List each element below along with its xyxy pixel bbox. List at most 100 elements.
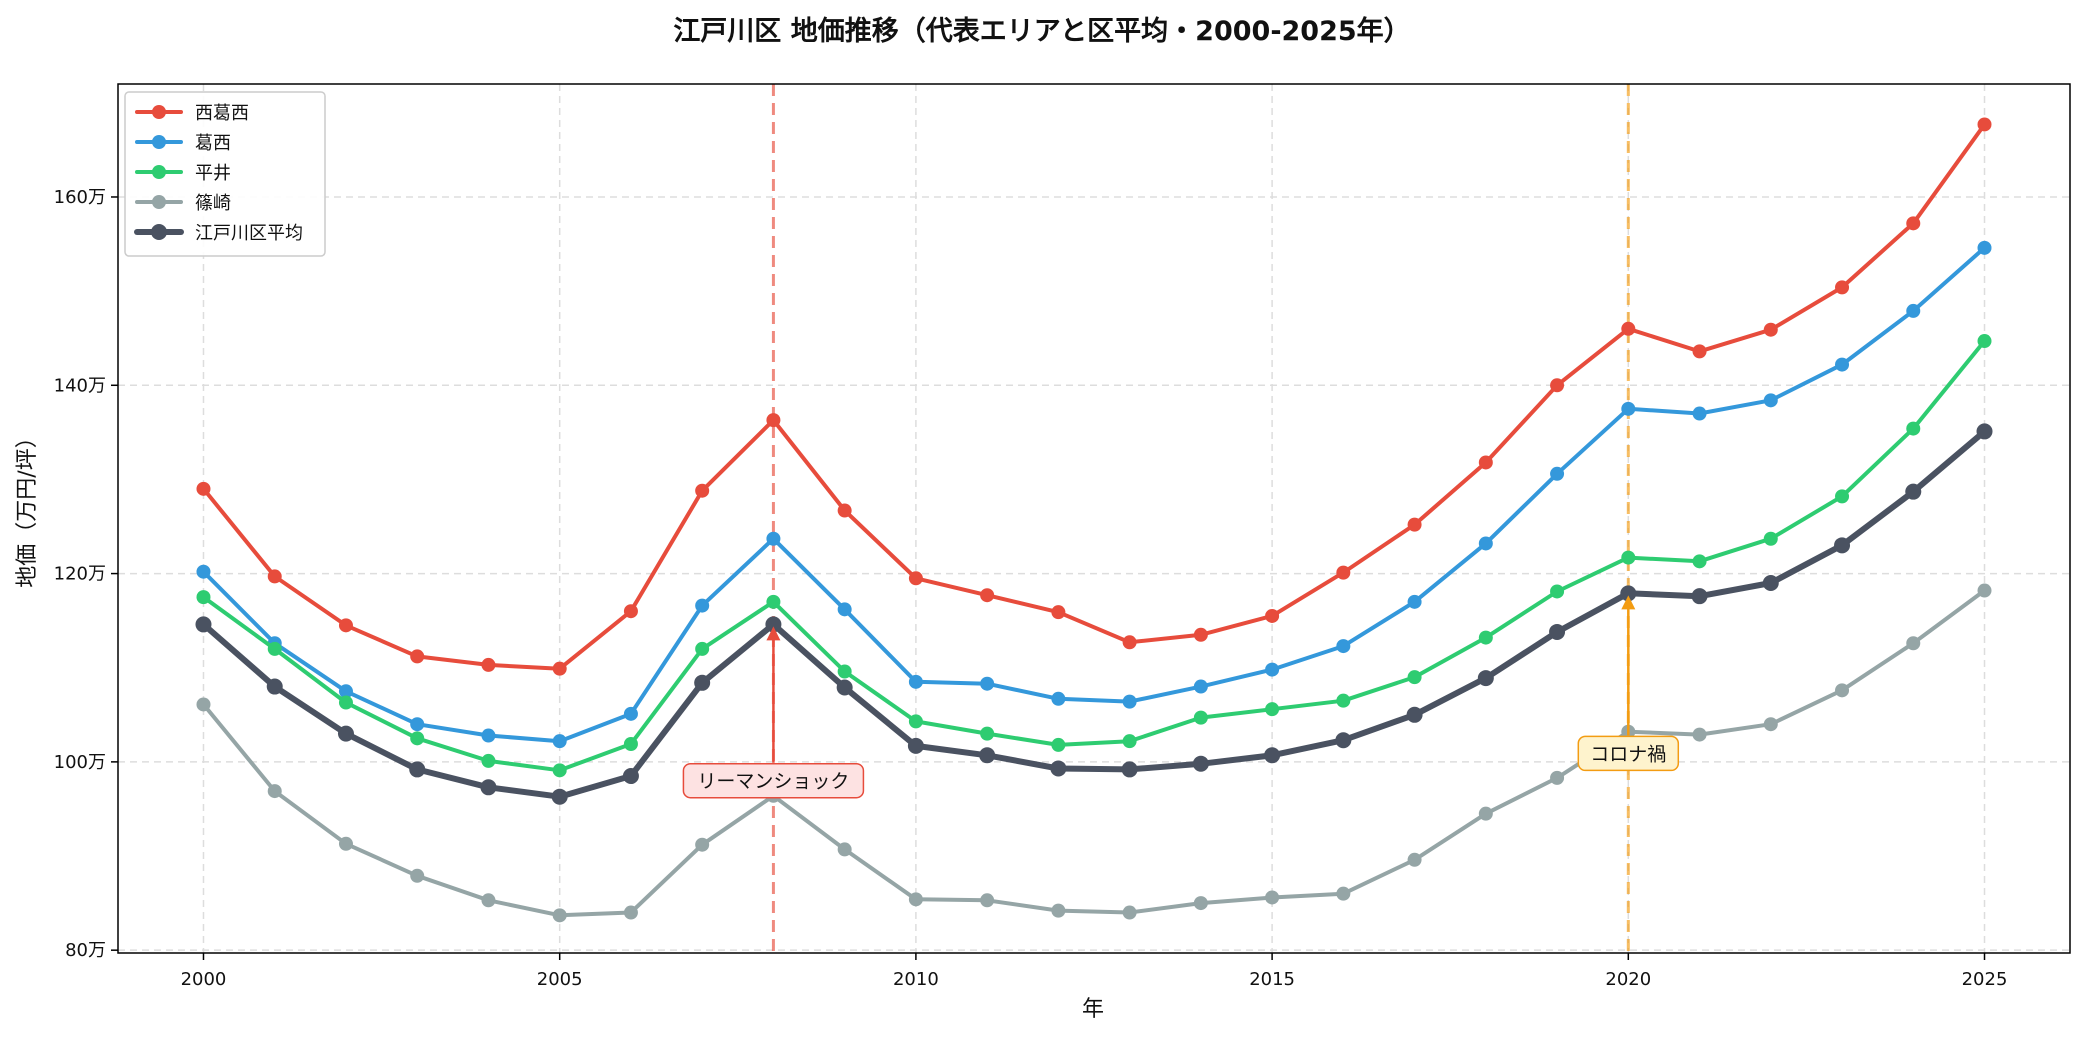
data-point: [196, 481, 211, 496]
data-point: [1550, 770, 1565, 785]
data-point: [1550, 466, 1565, 481]
data-point: [980, 676, 995, 691]
data-point: [1977, 240, 1992, 255]
x-axis-label: 年: [1082, 997, 1104, 1022]
annotation-box: [1577, 735, 1680, 772]
data-point: [410, 649, 425, 664]
data-point: [1763, 393, 1778, 408]
annotation-box: [682, 762, 865, 799]
data-point: [623, 905, 638, 920]
data-point: [623, 604, 638, 619]
data-point: [1691, 588, 1708, 605]
data-point: [1407, 670, 1422, 685]
data-point: [1265, 662, 1280, 677]
legend-entry: 江戸川区平均: [195, 223, 303, 244]
data-point: [267, 784, 282, 799]
data-point: [1977, 117, 1992, 132]
chart-title: 江戸川区 地価推移（代表エリアと区平均・2000-2025年）: [673, 15, 1410, 47]
data-point: [980, 588, 995, 603]
legend-swatch-marker: [152, 195, 166, 209]
data-point: [1905, 483, 1922, 500]
data-point: [267, 569, 282, 584]
x-tick-label: 2015: [1249, 969, 1295, 990]
data-point: [1122, 635, 1137, 650]
data-point: [1906, 303, 1921, 318]
data-point: [1977, 334, 1992, 349]
data-point: [481, 728, 496, 743]
data-point: [837, 503, 852, 518]
data-point: [1550, 584, 1565, 599]
data-point: [836, 679, 853, 696]
data-point: [1835, 683, 1850, 698]
data-point: [338, 836, 353, 851]
data-point: [1621, 321, 1636, 336]
series-line: [201, 245, 1987, 744]
y-axis-label: 地価（万円/坪）: [15, 426, 40, 587]
data-point: [1478, 630, 1493, 645]
data-point: [907, 737, 924, 754]
data-point: [908, 714, 923, 729]
x-tick-label: 2025: [1962, 969, 2008, 990]
data-point: [1835, 489, 1850, 504]
data-point: [410, 717, 425, 732]
data-point: [837, 842, 852, 857]
data-point: [1121, 761, 1138, 778]
data-point: [1336, 693, 1351, 708]
legend-entry: 葛西: [195, 133, 231, 154]
data-point: [765, 616, 782, 633]
data-point: [1193, 896, 1208, 911]
data-point: [1192, 755, 1209, 772]
data-point: [1621, 401, 1636, 416]
data-point: [694, 674, 711, 691]
data-point: [695, 598, 710, 613]
data-point: [1193, 679, 1208, 694]
data-point: [481, 753, 496, 768]
data-point: [1906, 216, 1921, 231]
data-point: [1050, 760, 1067, 777]
data-point: [1051, 691, 1066, 706]
data-point: [409, 761, 426, 778]
legend-swatch-marker: [152, 165, 166, 179]
data-point: [1762, 574, 1779, 591]
data-point: [1692, 554, 1707, 569]
series-line: [201, 122, 1987, 671]
data-point: [410, 731, 425, 746]
data-point: [979, 747, 996, 764]
series-line: [201, 339, 1987, 773]
annotation-label: コロナ禍: [1590, 743, 1666, 765]
annotation-arrowhead: [1621, 595, 1636, 610]
data-point: [695, 641, 710, 656]
data-point: [1265, 890, 1280, 905]
y-tick-label: 120万: [54, 564, 106, 585]
data-point: [908, 892, 923, 907]
data-point: [1835, 357, 1850, 372]
legend-entry: 平井: [195, 163, 231, 184]
data-point: [1407, 517, 1422, 532]
data-point: [1265, 702, 1280, 717]
data-point: [766, 594, 781, 609]
data-point: [481, 657, 496, 672]
data-point: [623, 706, 638, 721]
data-point: [552, 908, 567, 923]
data-point: [1763, 322, 1778, 337]
legend-swatch-marker: [151, 224, 167, 240]
data-point: [837, 602, 852, 617]
data-point: [1621, 550, 1636, 565]
data-point: [1193, 627, 1208, 642]
data-point: [480, 779, 497, 796]
data-point: [1692, 406, 1707, 421]
data-point: [980, 726, 995, 741]
plot-area: 2000 2005 2010 2015 2020 2025 80万 100万 120万 140万 1…: [54, 83, 2071, 990]
legend-swatch-marker: [152, 135, 166, 149]
data-point: [1336, 639, 1351, 654]
data-point: [196, 590, 211, 605]
data-point: [1834, 537, 1851, 554]
y-tick-label: 160万: [54, 187, 106, 208]
data-point: [1835, 280, 1850, 295]
data-point: [1906, 421, 1921, 436]
data-point: [196, 564, 211, 579]
data-point: [1692, 344, 1707, 359]
data-point: [1407, 852, 1422, 867]
series-line: [201, 588, 1987, 918]
